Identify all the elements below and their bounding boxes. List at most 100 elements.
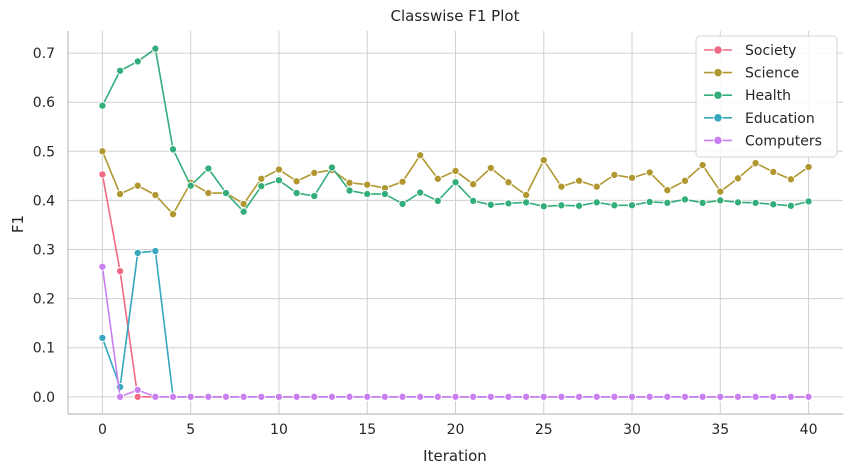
data-point (627, 173, 637, 182)
axes (67, 31, 843, 415)
data-point (98, 333, 107, 342)
chart-title: Classwise F1 Plot (391, 7, 520, 25)
data-point (345, 392, 354, 401)
data-point (575, 392, 584, 401)
legend-box (695, 35, 838, 158)
legend-marker (713, 67, 723, 78)
data-point (239, 207, 248, 216)
data-point (416, 151, 425, 160)
series-health (98, 44, 813, 216)
data-point (433, 174, 442, 183)
data-point (522, 198, 531, 207)
data-point (539, 202, 548, 211)
x-tick-label: 25 (535, 422, 553, 438)
data-point (751, 198, 760, 207)
data-point (557, 201, 566, 210)
data-point (522, 392, 531, 401)
data-point (310, 392, 319, 401)
data-point (610, 201, 619, 210)
data-point (116, 392, 125, 401)
data-point (398, 199, 407, 208)
data-point (769, 167, 778, 176)
data-point (522, 190, 531, 200)
data-point (733, 198, 743, 207)
data-point (398, 177, 407, 186)
data-point (486, 392, 495, 401)
data-point (327, 163, 336, 172)
data-point (486, 163, 495, 173)
data-point (663, 198, 672, 207)
y-axis-title: F1 (9, 215, 27, 233)
y-tick-label: 0.0 (33, 390, 55, 406)
data-point (345, 178, 354, 187)
data-point (539, 156, 548, 165)
x-axis-title: Iteration (423, 447, 487, 465)
data-point (680, 392, 690, 401)
data-point (151, 190, 160, 200)
data-point (186, 181, 195, 190)
data-point (186, 392, 195, 401)
data-point (363, 180, 372, 189)
legend-label: Health (745, 88, 791, 104)
data-point (363, 189, 372, 199)
data-point (274, 392, 284, 401)
data-point (168, 210, 178, 219)
legend-label: Science (745, 66, 799, 82)
data-point (698, 198, 707, 207)
data-point (380, 392, 389, 401)
data-point (751, 159, 760, 168)
data-point (274, 165, 284, 174)
legend-item: Science (704, 66, 799, 82)
data-point (433, 392, 442, 401)
data-point (98, 101, 107, 110)
data-point (804, 392, 813, 401)
y-tick-label: 0.3 (33, 243, 55, 259)
data-point (416, 188, 425, 197)
x-tick-label: 10 (270, 422, 288, 438)
data-point (769, 200, 778, 209)
data-point (310, 168, 319, 177)
data-point (698, 160, 707, 170)
data-point (592, 198, 601, 207)
data-point (274, 176, 284, 185)
data-point (610, 392, 619, 401)
data-point (786, 201, 795, 210)
data-point (469, 180, 478, 189)
data-point (116, 66, 125, 75)
legend-marker (713, 90, 723, 100)
x-tick-label: 40 (800, 422, 818, 438)
data-point (733, 174, 743, 183)
legend-item: Computers (704, 133, 822, 149)
data-point (257, 182, 266, 191)
legend-item: Education (704, 111, 815, 127)
data-point (433, 196, 442, 205)
data-point (133, 385, 142, 394)
data-point (451, 166, 460, 175)
data-point (133, 57, 142, 66)
data-point (804, 197, 813, 206)
legend-marker (713, 45, 723, 55)
legend-label: Education (745, 111, 815, 127)
x-tick-label: 15 (358, 422, 376, 438)
data-point (592, 392, 601, 401)
data-point (292, 392, 301, 401)
data-point (345, 186, 354, 195)
data-point (645, 197, 654, 206)
data-point (133, 392, 142, 401)
data-point (239, 392, 248, 401)
y-tick-label: 0.5 (33, 144, 55, 160)
data-point (486, 200, 495, 209)
data-point (151, 44, 160, 53)
data-point (204, 164, 213, 173)
data-point (645, 168, 654, 177)
data-point (504, 199, 513, 208)
data-point (133, 248, 142, 257)
data-point (451, 178, 460, 187)
data-point (116, 382, 125, 392)
series-computers (98, 262, 813, 401)
data-point (363, 392, 372, 401)
x-tick-label: 5 (186, 422, 195, 438)
data-point (575, 176, 584, 185)
data-point (539, 392, 548, 401)
